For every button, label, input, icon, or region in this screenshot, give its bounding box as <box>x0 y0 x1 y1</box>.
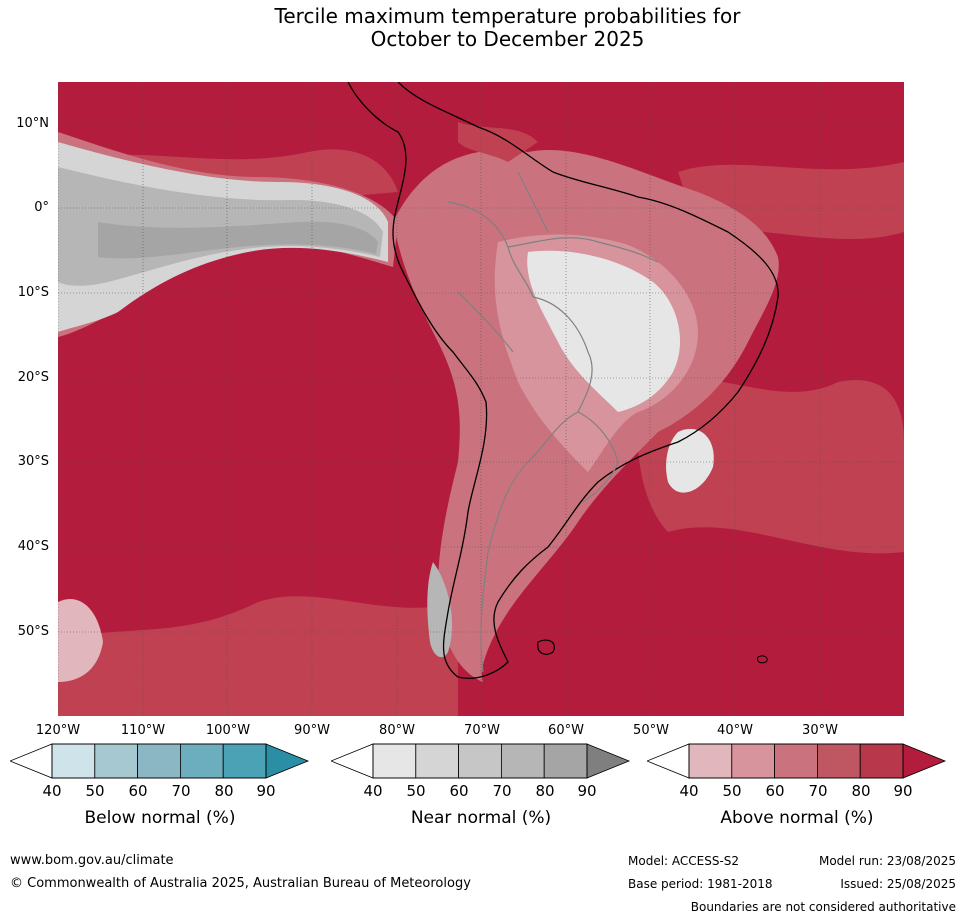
colorbar-near-normal <box>331 743 631 779</box>
caribbean-patch <box>458 122 538 162</box>
colorbar-swatch <box>372 743 417 779</box>
lon-label: 110°W <box>120 723 166 738</box>
below-tick: 70 <box>171 782 191 800</box>
colorbar-swatch <box>94 743 139 779</box>
issued-text: Issued: 25/08/2025 <box>840 877 956 891</box>
lat-label: 40°S <box>17 539 49 554</box>
lon-label: 50°W <box>633 723 669 738</box>
map-canvas <box>58 82 904 716</box>
ocean-patch <box>637 377 904 554</box>
lon-label: 120°W <box>35 723 81 738</box>
above-normal-label: Above normal (%) <box>720 808 874 828</box>
near-normal-label: Near normal (%) <box>410 808 552 828</box>
near-tick: 90 <box>577 782 597 800</box>
map-title: Tercile maximum temperature probabilitie… <box>0 5 965 51</box>
atlantic-near-normal <box>666 428 714 493</box>
below-tick: 80 <box>214 782 234 800</box>
below-tick: 40 <box>42 782 62 800</box>
lon-label: 90°W <box>294 723 330 738</box>
lat-label: 30°S <box>17 454 49 469</box>
colorbar-swatch <box>458 743 502 779</box>
colorbar-near-swatches <box>372 743 588 779</box>
below-normal-label: Below normal (%) <box>84 808 236 828</box>
lon-label: 80°W <box>379 723 415 738</box>
south-georgia <box>757 655 768 664</box>
lon-label: 30°W <box>802 723 838 738</box>
colorbar-swatch <box>51 743 96 779</box>
brazil-near-normal <box>527 250 681 412</box>
forecast-map <box>58 82 904 716</box>
colorbar-swatch <box>774 743 818 779</box>
copyright-text: © Commonwealth of Australia 2025, Austra… <box>10 876 471 891</box>
colorbar-swatch <box>137 743 181 779</box>
lat-label: 0° <box>34 200 49 215</box>
south-america-coastline <box>347 82 779 679</box>
country-borders <box>447 171 659 673</box>
colorbar-swatch <box>816 743 861 779</box>
base-period-text: Base period: 1981-2018 <box>628 877 773 891</box>
model-run-text: Model run: 23/08/2025 <box>818 854 956 868</box>
colorbar-swatch <box>859 743 904 779</box>
lon-label: 40°W <box>717 723 753 738</box>
colorbar-swatch <box>179 743 224 779</box>
colorbar-above-swatches <box>688 743 904 779</box>
above-tick: 90 <box>893 782 913 800</box>
near-tick: 40 <box>363 782 383 800</box>
below-tick: 90 <box>256 782 276 800</box>
near-tick: 80 <box>535 782 555 800</box>
near-tick: 60 <box>449 782 469 800</box>
below-tick: 60 <box>128 782 148 800</box>
disclaimer-text: Boundaries are not considered authoritat… <box>690 900 956 914</box>
lon-label: 60°W <box>548 723 584 738</box>
colorbar-swatch <box>500 743 545 779</box>
colorbar-swatch <box>731 743 776 779</box>
above-tick: 70 <box>808 782 828 800</box>
colorbar-near-extend <box>586 743 631 779</box>
colorbar-swatch <box>222 743 267 779</box>
colorbar-above-extend <box>902 743 947 779</box>
lon-label: 70°W <box>464 723 500 738</box>
lat-label: 10°S <box>17 285 49 300</box>
above-tick: 50 <box>722 782 742 800</box>
below-tick: 50 <box>85 782 105 800</box>
lat-label: 20°S <box>17 370 49 385</box>
lon-label: 100°W <box>205 723 251 738</box>
title-line-2: October to December 2025 <box>370 27 645 51</box>
pacific-core <box>98 221 378 259</box>
bom-climate-link[interactable]: www.bom.gov.au/climate <box>10 853 174 868</box>
title-line-1: Tercile maximum temperature probabilitie… <box>274 4 741 28</box>
colorbar-above-normal <box>647 743 947 779</box>
colorbar-swatch <box>415 743 460 779</box>
near-tick: 70 <box>492 782 512 800</box>
model-text: Model: ACCESS-S2 <box>628 854 740 868</box>
colorbar-swatch <box>688 743 733 779</box>
above-tick: 60 <box>765 782 785 800</box>
lat-label: 50°S <box>17 624 49 639</box>
colorbar-swatch <box>543 743 588 779</box>
above-tick: 80 <box>851 782 871 800</box>
colorbar-below-swatches <box>51 743 267 779</box>
colorbar-below-normal <box>10 743 310 779</box>
patagonia-patch <box>427 562 453 658</box>
ocean-patch <box>58 596 458 716</box>
lat-label: 10°N <box>16 116 49 131</box>
colorbar-below-extend <box>265 743 310 779</box>
near-tick: 50 <box>406 782 426 800</box>
pacific-south-patch <box>58 598 103 682</box>
falkland-islands <box>537 639 555 655</box>
above-tick: 40 <box>679 782 699 800</box>
